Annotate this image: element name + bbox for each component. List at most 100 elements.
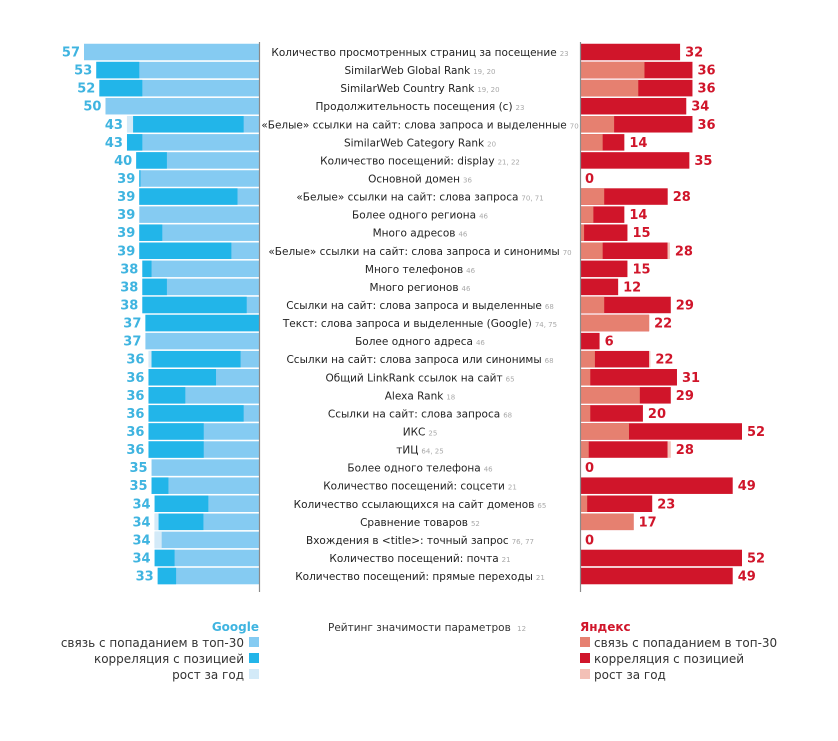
yandex-bar-top30	[581, 369, 591, 386]
parameter-label: Много адресов 46	[373, 228, 468, 240]
yandex-bar-corr	[581, 549, 742, 567]
parameter-labels: Количество просмотренных страниц за посе…	[261, 47, 578, 583]
google-value-label: 36	[126, 425, 144, 440]
yandex-value-label: 22	[655, 353, 673, 368]
parameter-ref: 23	[516, 104, 525, 112]
google-bars: 57 53 52 50 43 43 40 39 39 39 39 39 38 38 38 37 37 36 36 36…	[62, 43, 259, 585]
yandex-value-label: 36	[697, 118, 715, 133]
parameter-ref: 46	[484, 466, 493, 474]
yandex-bar-growth	[667, 242, 670, 260]
parameter-ref: 19, 20	[477, 86, 499, 94]
google-value-label: 38	[120, 280, 138, 295]
google-bar-corr	[154, 549, 175, 567]
google-bar-corr	[148, 369, 217, 386]
google-bar-top30	[139, 206, 259, 223]
google-bar-corr	[142, 278, 167, 296]
google-value-label: 39	[117, 208, 135, 223]
yandex-value-label: 0	[585, 172, 594, 187]
google-value-label: 53	[74, 64, 92, 79]
google-bar-corr	[158, 513, 204, 531]
yandex-value-label: 0	[585, 461, 594, 476]
parameter-name: Много адресов	[373, 228, 456, 240]
parameter-label: «Белые» ссылки на сайт: слова запроса и …	[268, 246, 571, 258]
google-bar-corr	[151, 350, 241, 368]
parameter-label: Количество посещений: display 21, 22	[320, 155, 520, 167]
parameter-label: Основной домен 36	[368, 173, 472, 185]
yandex-value-label: 32	[685, 46, 703, 61]
yandex-bar-top30	[581, 405, 591, 422]
google-value-label: 36	[126, 443, 144, 458]
yandex-bar-top30	[581, 387, 640, 404]
parameter-name: Более одного региона	[352, 210, 476, 222]
google-legend-item-growth: рост за год	[172, 668, 244, 682]
google-value-label: 43	[105, 118, 123, 133]
yandex-value-label: 15	[632, 262, 650, 277]
yandex-bar-growth	[649, 350, 651, 368]
yandex-bar-top30	[581, 513, 634, 531]
google-value-label: 39	[117, 244, 135, 259]
google-value-label: 36	[126, 407, 144, 422]
google-value-label: 37	[123, 317, 141, 332]
yandex-value-label: 49	[738, 479, 756, 494]
parameter-name: Количество посещений: соцсети	[323, 481, 505, 493]
parameter-ref: 46	[479, 213, 488, 221]
google-bar-corr	[139, 188, 238, 205]
yandex-value-label: 22	[654, 317, 672, 332]
yandex-value-label: 31	[682, 371, 700, 386]
yandex-bar-top30	[581, 242, 603, 260]
parameter-name: «Белые» ссылки на сайт: слова запроса и …	[268, 246, 559, 258]
parameter-ref: 52	[471, 520, 480, 528]
parameter-label: Ссылки на сайт: слова запроса или синони…	[286, 354, 553, 366]
yandex-bar-top30	[581, 61, 645, 79]
google-bar-corr	[133, 116, 244, 133]
parameter-label: Сравнение товаров 52	[360, 517, 480, 529]
google-value-label: 34	[133, 497, 151, 512]
google-value-label: 52	[77, 82, 95, 97]
parameter-ref: 21	[536, 574, 545, 582]
yandex-legend: Яндекс связь с попаданием в топ-30 корре…	[580, 620, 777, 682]
google-bar-top30	[157, 567, 259, 585]
google-bar-corr	[142, 260, 152, 278]
parameter-ref: 25	[428, 429, 437, 437]
yandex-bar-growth	[667, 441, 671, 458]
parameter-ref: 68	[545, 357, 554, 365]
parameter-label: Много телефонов 46	[365, 264, 476, 276]
parameter-ref: 70	[563, 249, 572, 257]
yandex-value-label: 35	[694, 154, 712, 169]
google-bar-top30	[139, 224, 259, 241]
yandex-bar-top30	[581, 423, 629, 440]
yandex-legend-swatch-top30	[580, 637, 590, 647]
google-bar-growth	[154, 513, 159, 531]
parameter-ref: 65	[537, 502, 546, 510]
google-value-label: 36	[126, 371, 144, 386]
parameter-name: Сравнение товаров	[360, 517, 468, 529]
google-legend-swatch-top30	[249, 637, 259, 647]
yandex-value-label: 28	[676, 443, 694, 458]
parameter-ref: 23	[560, 50, 569, 58]
google-value-label: 33	[136, 570, 154, 585]
yandex-legend-title: Яндекс	[580, 620, 631, 634]
google-bar-corr	[139, 242, 232, 260]
yandex-bar-corr	[581, 350, 650, 368]
parameter-name: Вхождения в <title>: точный запрос	[306, 535, 509, 547]
parameter-name: Общий LinkRank ссылок на сайт	[325, 372, 502, 384]
google-bar-corr	[142, 296, 247, 314]
google-value-label: 39	[117, 190, 135, 205]
parameter-name: Ссылки на сайт: слова запроса	[328, 408, 500, 420]
google-bar-top30	[139, 170, 259, 187]
yandex-bar-corr	[581, 369, 677, 386]
yandex-bar-top30	[581, 495, 588, 512]
google-value-label: 36	[126, 389, 144, 404]
parameter-name: SimilarWeb Global Rank	[345, 65, 472, 77]
parameter-label: Количество посещений: прямые переходы 21	[295, 571, 545, 583]
parameter-ref: 46	[458, 231, 467, 239]
parameter-label: Более одного региона 46	[352, 210, 489, 222]
yandex-bar-corr	[581, 477, 733, 494]
yandex-value-label: 36	[697, 82, 715, 97]
yandex-bar-top30	[581, 79, 639, 97]
google-bar-top30	[151, 459, 259, 476]
google-bar-corr	[154, 495, 209, 512]
google-bar-growth	[126, 116, 134, 133]
parameter-name: Ссылки на сайт: слова запроса и выделенн…	[286, 300, 542, 312]
